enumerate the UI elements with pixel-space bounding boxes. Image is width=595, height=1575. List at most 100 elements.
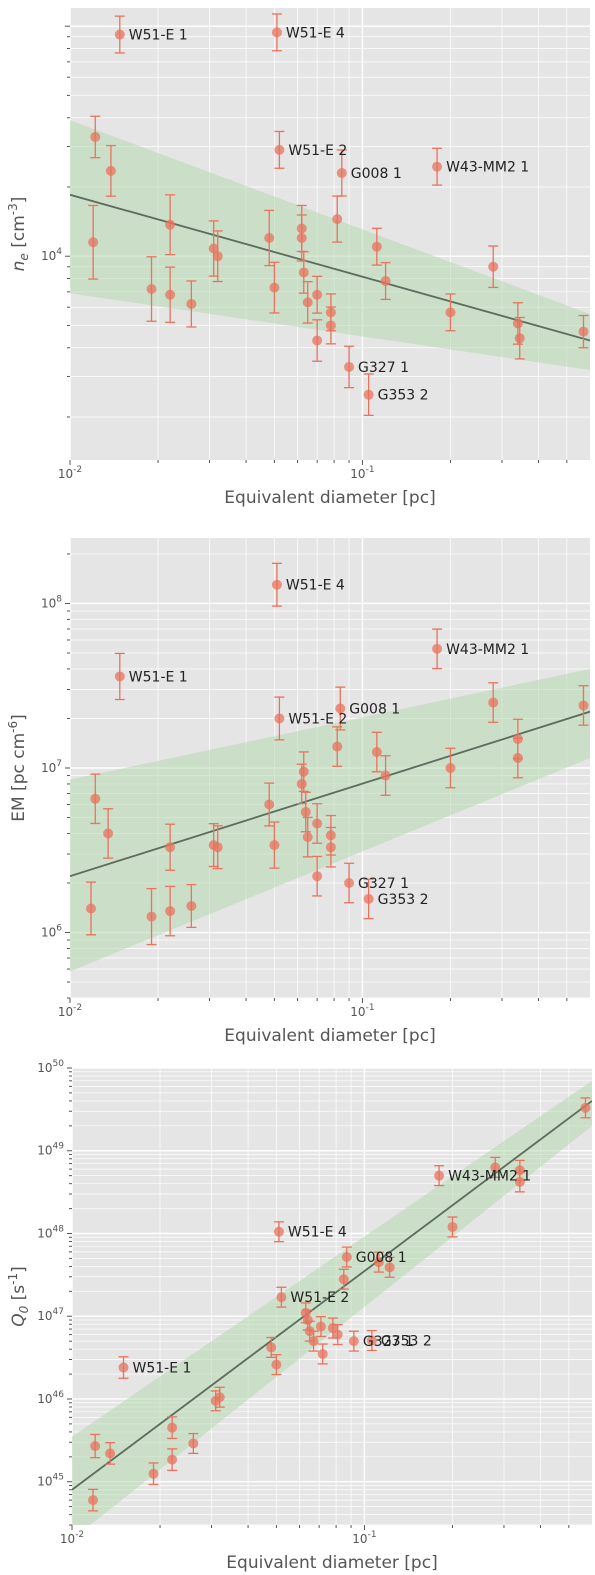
point-marker	[298, 267, 309, 278]
point-marker	[371, 747, 382, 758]
point-label: W51-E 1	[129, 669, 188, 685]
point-marker	[298, 766, 309, 777]
data-point	[432, 147, 443, 186]
data-point	[269, 261, 280, 314]
point-marker	[274, 713, 285, 724]
data-point	[300, 791, 311, 833]
point-marker	[363, 893, 374, 904]
point-label: W51-E 2	[290, 1290, 349, 1306]
point-label: W51-E 1	[129, 28, 188, 44]
data-point	[336, 149, 347, 197]
data-point	[273, 1221, 284, 1243]
point-marker	[578, 700, 589, 711]
data-point	[434, 1165, 445, 1187]
data-point	[86, 881, 97, 936]
data-point	[214, 1386, 225, 1408]
point-marker	[344, 361, 355, 372]
point-marker	[118, 1362, 129, 1373]
point-label: W51-E 2	[288, 143, 347, 159]
data-point	[105, 1441, 116, 1465]
point-marker	[447, 1221, 458, 1232]
point-marker	[445, 763, 456, 773]
y-axis: 104	[41, 25, 70, 418]
data-point	[344, 345, 355, 389]
point-marker	[371, 241, 382, 252]
data-point	[271, 13, 282, 52]
data-point	[432, 628, 443, 670]
point-label: G008 1	[349, 701, 400, 717]
point-marker	[332, 741, 343, 752]
data-point	[188, 1432, 199, 1455]
point-marker	[338, 1274, 349, 1285]
point-marker	[186, 900, 197, 911]
point-label: G327 1	[358, 876, 409, 892]
point-label: W43-MM2 1	[446, 642, 529, 658]
data-point	[312, 275, 323, 314]
y-axis-label: ne [cm-3]	[6, 197, 31, 272]
data-point	[186, 883, 197, 929]
data-point	[276, 1286, 287, 1308]
point-marker	[90, 1441, 101, 1452]
point-label: G353 2	[378, 388, 429, 404]
data-point	[312, 319, 323, 362]
y-tick-label: 1046	[37, 1390, 64, 1406]
point-label: G327 1	[358, 360, 409, 376]
point-marker	[302, 832, 313, 843]
y-tick-label: 108	[41, 594, 62, 610]
data-point	[488, 245, 499, 289]
data-point	[312, 855, 323, 897]
point-marker	[514, 1176, 525, 1187]
point-label: W51-E 1	[132, 1361, 191, 1377]
x-tick-label: 10-1	[350, 1003, 374, 1019]
data-point	[165, 266, 176, 323]
data-point	[445, 747, 456, 789]
point-marker	[373, 1257, 384, 1268]
confidence-band	[70, 668, 590, 972]
data-point	[167, 1416, 178, 1440]
y-tick-label: 1048	[37, 1224, 64, 1240]
point-marker	[186, 298, 197, 309]
plot-content	[72, 1068, 592, 1525]
point-marker	[578, 326, 589, 337]
point-marker	[146, 284, 157, 295]
data-point	[315, 1315, 326, 1338]
point-label: G353 2	[378, 892, 429, 908]
data-point	[488, 682, 499, 723]
data-point	[264, 782, 275, 827]
data-point	[208, 220, 219, 277]
data-point	[514, 1171, 525, 1193]
point-marker	[300, 807, 311, 818]
point-marker	[312, 289, 323, 300]
data-point	[445, 293, 456, 332]
y-tick-label: 107	[41, 759, 62, 775]
point-label: W51-E 2	[288, 711, 347, 727]
point-marker	[273, 1226, 284, 1237]
data-point	[348, 1330, 359, 1352]
data-point	[105, 144, 116, 197]
point-marker	[271, 579, 282, 590]
y-tick-label: 104	[41, 247, 62, 263]
y-axis-label: EM [pc cm-6]	[6, 714, 29, 822]
data-point	[271, 1354, 282, 1376]
data-point	[274, 130, 285, 169]
data-point	[344, 862, 355, 904]
point-marker	[434, 1170, 445, 1181]
data-point	[148, 1462, 159, 1486]
x-tick-label: 10-2	[58, 1003, 82, 1019]
data-point	[146, 887, 157, 946]
data-point	[212, 825, 223, 870]
point-marker	[271, 1359, 282, 1370]
data-point	[308, 1330, 319, 1352]
data-point	[271, 562, 282, 607]
y-tick-label: 1045	[37, 1473, 64, 1489]
data-point	[380, 261, 391, 301]
point-marker	[114, 29, 125, 40]
point-marker	[445, 307, 456, 318]
x-tick-label: 10-1	[352, 1530, 376, 1546]
data-point	[114, 652, 125, 701]
x-axis-label: Equivalent diameter [pc]	[224, 1026, 435, 1046]
point-marker	[264, 799, 275, 810]
